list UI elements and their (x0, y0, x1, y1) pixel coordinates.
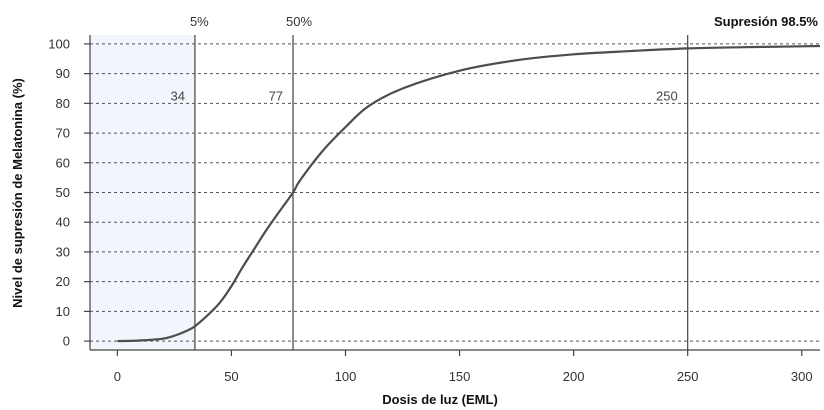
y-tick-label: 80 (56, 96, 70, 111)
x-tick-label: 50 (224, 369, 238, 384)
x-tick-label: 100 (335, 369, 357, 384)
y-tick-label: 10 (56, 304, 70, 319)
y-tick-label: 20 (56, 274, 70, 289)
reference-value-label: 77 (269, 88, 283, 103)
reference-value-label: 250 (656, 88, 678, 103)
x-tick-label: 200 (563, 369, 585, 384)
labels: 5% 34 50% 77 Supresión 98.5% 250 0 10 20 30 40 50 60… (48, 14, 818, 384)
y-tick-label: 70 (56, 126, 70, 141)
shaded-region (90, 35, 195, 350)
x-tick-label: 0 (114, 369, 121, 384)
reference-value-label: 34 (170, 88, 184, 103)
x-tick-label: 300 (791, 369, 813, 384)
y-tick-label: 30 (56, 244, 70, 259)
x-tick-label: 250 (677, 369, 699, 384)
y-tick-label: 0 (63, 334, 70, 349)
y-tick-label: 60 (56, 155, 70, 170)
axes (84, 35, 820, 356)
y-tick-label: 50 (56, 185, 70, 200)
y-tick-label: 40 (56, 215, 70, 230)
grid-lines (90, 43, 820, 342)
y-axis-title: Nivel de supresión de Melatonina (%) (10, 78, 25, 308)
reference-top-label: 5% (190, 14, 209, 29)
x-tick-label: 150 (449, 369, 471, 384)
y-tick-label: 90 (56, 66, 70, 81)
reference-top-label: 50% (286, 14, 312, 29)
x-axis-title: Dosis de luz (EML) (382, 392, 498, 407)
series-line (117, 44, 821, 343)
y-tick-label: 100 (48, 36, 70, 51)
reference-top-label: Supresión 98.5% (714, 14, 818, 29)
